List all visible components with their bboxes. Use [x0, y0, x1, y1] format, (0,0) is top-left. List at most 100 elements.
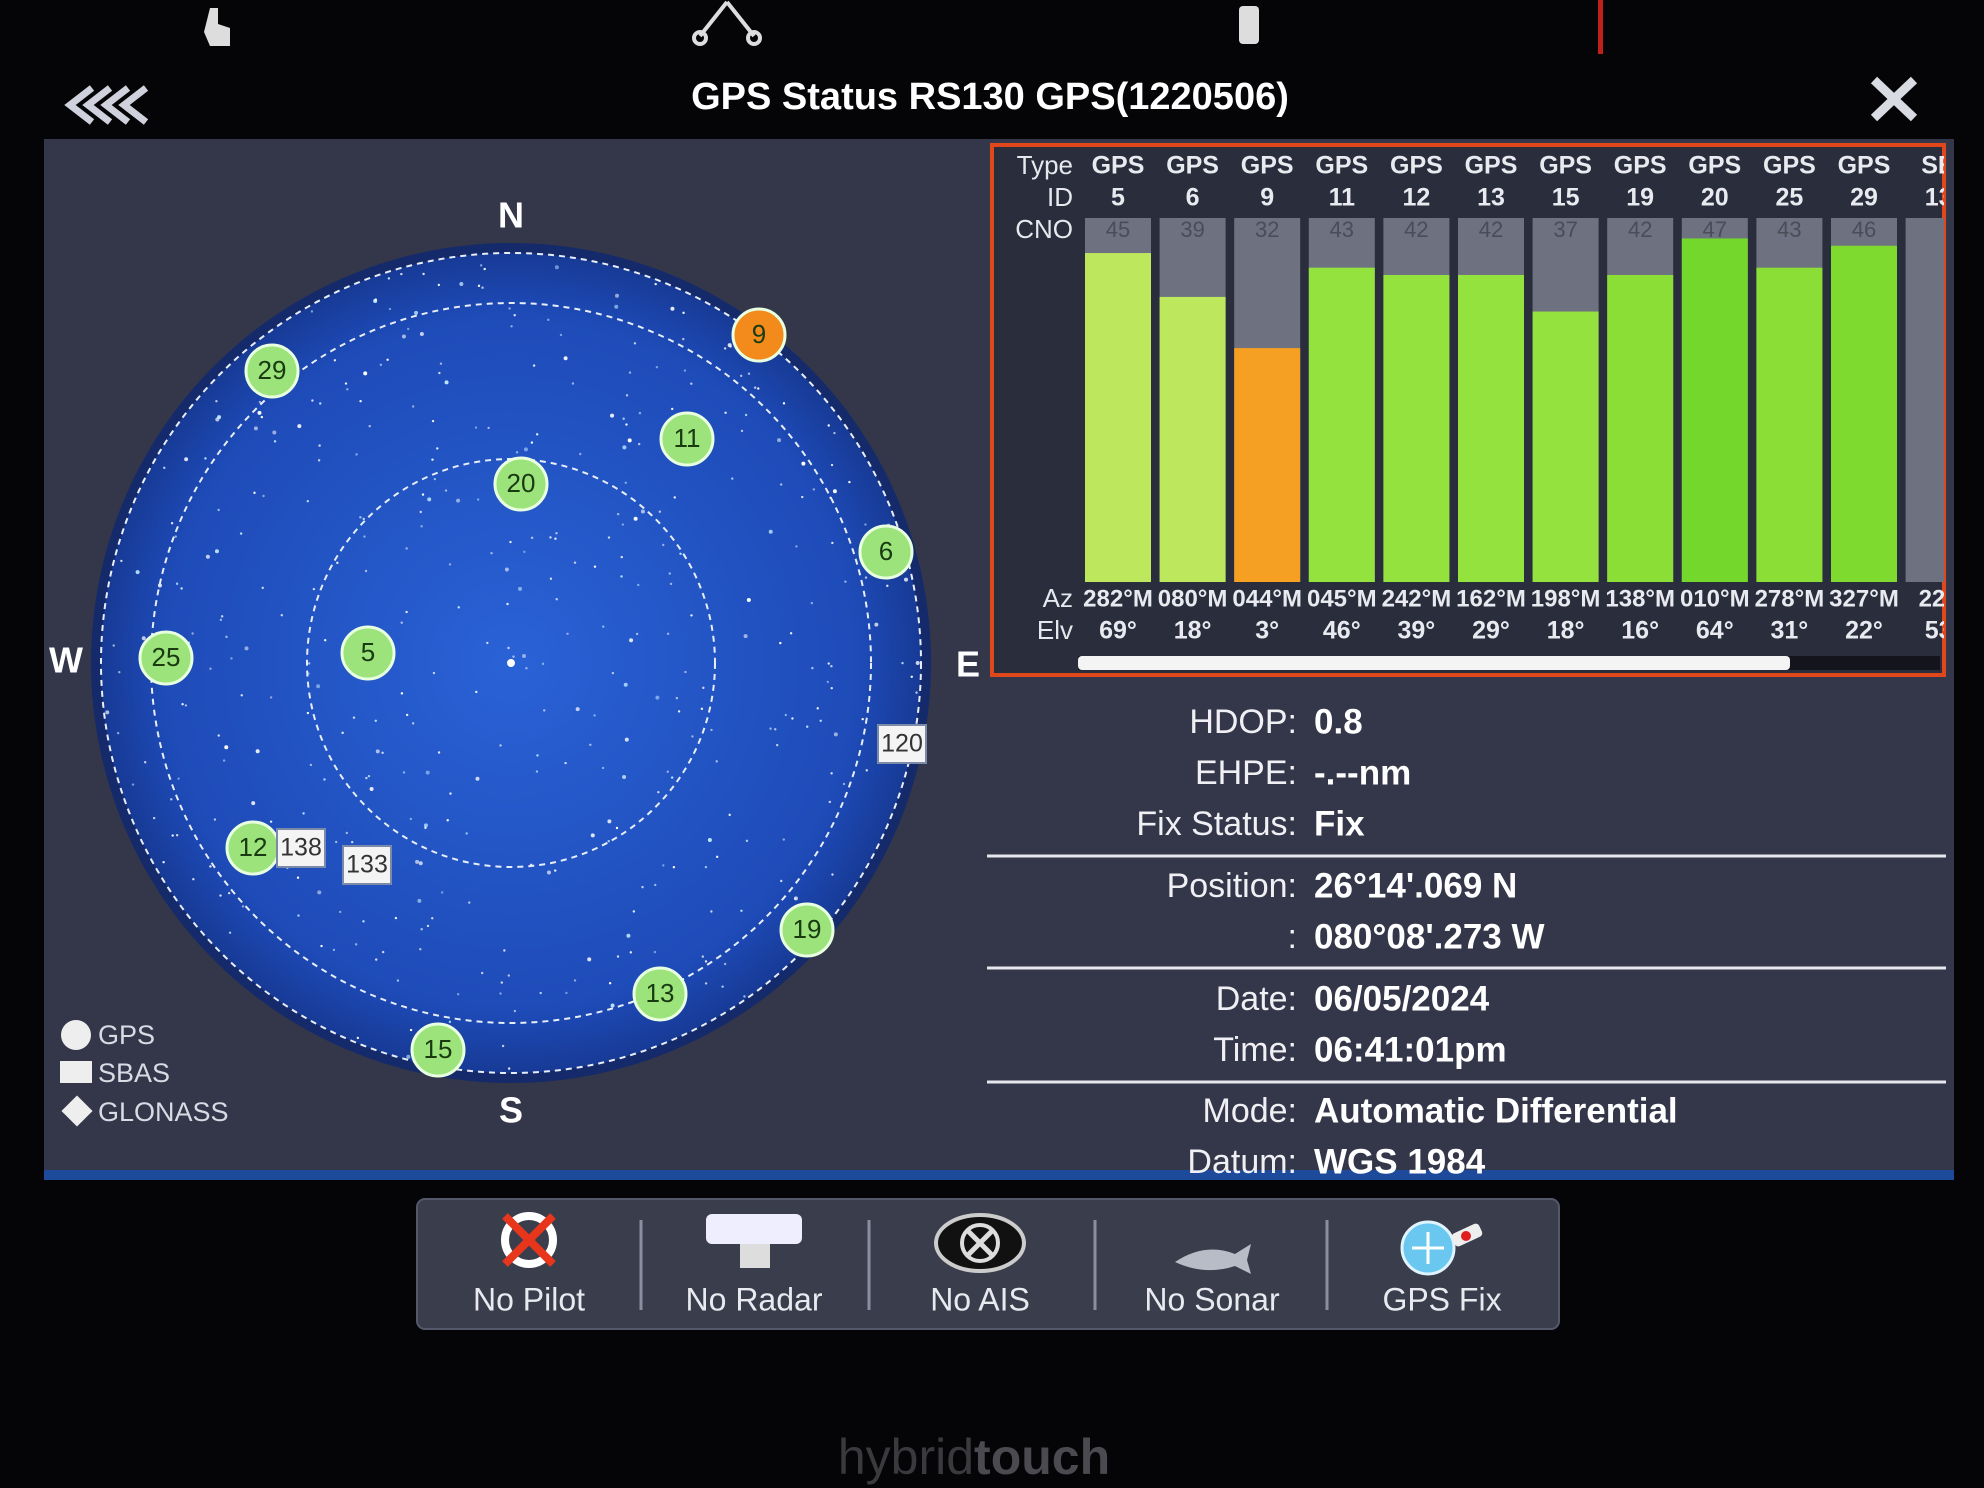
star	[573, 561, 577, 564]
star	[848, 480, 851, 484]
star	[209, 865, 212, 868]
star	[653, 950, 657, 954]
info-value: 06/05/2024	[1314, 979, 1490, 1018]
star	[620, 575, 623, 578]
star	[700, 707, 704, 711]
sbas-marker[interactable]	[877, 724, 927, 764]
button-label[interactable]: No AIS	[930, 1281, 1030, 1317]
star	[499, 992, 502, 995]
star	[400, 621, 403, 624]
star	[359, 399, 362, 403]
satellite[interactable]	[138, 630, 194, 686]
star	[565, 991, 568, 995]
star	[795, 545, 798, 548]
star	[915, 691, 918, 694]
button-label[interactable]: No Pilot	[473, 1281, 585, 1317]
info-label: Mode:	[1203, 1092, 1298, 1130]
scrollbar[interactable]	[1078, 656, 1790, 670]
satellite[interactable]	[779, 902, 835, 958]
star	[310, 310, 314, 313]
star	[691, 735, 694, 738]
close-button[interactable]	[1870, 76, 1918, 122]
star	[539, 991, 542, 995]
buttons: No Pilot No Radar No AIS No Sonar GPS Fix	[473, 1281, 1502, 1317]
compass-n: N	[498, 195, 524, 236]
cno-value: 37	[1553, 217, 1577, 242]
sbas-marker[interactable]	[276, 828, 326, 868]
button-label[interactable]: GPS Fix	[1382, 1281, 1501, 1317]
star	[307, 662, 311, 665]
star	[723, 962, 727, 966]
cno-bar	[1234, 348, 1301, 582]
column-elv: 18°	[1547, 617, 1585, 645]
star	[632, 910, 636, 913]
star	[589, 743, 592, 747]
star	[334, 840, 338, 844]
satellite-id: 19	[793, 914, 822, 944]
star	[607, 536, 611, 539]
star	[405, 610, 408, 614]
cno-bar	[1383, 274, 1450, 582]
pilot-icon	[501, 1212, 557, 1268]
star	[554, 265, 559, 270]
star	[615, 826, 619, 830]
satellite[interactable]	[659, 411, 715, 467]
star	[379, 363, 383, 366]
star	[381, 950, 385, 954]
satellite[interactable]	[731, 307, 787, 363]
button-label[interactable]: No Sonar	[1144, 1281, 1280, 1317]
star	[402, 771, 406, 774]
touch-icon	[204, 8, 230, 46]
gps-fix-icon	[1400, 1220, 1483, 1276]
satellite[interactable]	[340, 625, 396, 681]
star	[745, 839, 749, 843]
star	[131, 783, 135, 786]
column-type: GPS	[1688, 152, 1741, 180]
star	[509, 540, 512, 544]
cno-value: 46	[1852, 217, 1876, 242]
satellite[interactable]	[858, 524, 914, 580]
star	[457, 606, 460, 609]
satellite[interactable]	[493, 456, 549, 512]
button-label[interactable]: No Radar	[686, 1281, 823, 1317]
cno-value: 45	[1106, 217, 1130, 242]
star	[317, 459, 321, 462]
satellite[interactable]	[632, 966, 688, 1022]
star	[474, 426, 478, 429]
column-elv: 29°	[1472, 617, 1510, 645]
star	[437, 751, 441, 754]
satellite[interactable]	[410, 1022, 466, 1078]
star	[297, 424, 302, 429]
star	[225, 635, 228, 639]
star	[670, 306, 675, 311]
star	[865, 769, 868, 772]
star	[143, 761, 147, 764]
star	[317, 890, 322, 895]
star	[629, 638, 634, 643]
legend-label: SBAS	[98, 1058, 170, 1088]
star	[673, 496, 676, 499]
satellite[interactable]	[244, 343, 300, 399]
star	[346, 388, 349, 391]
star	[400, 272, 403, 276]
row-label: ID	[1047, 182, 1073, 212]
star	[637, 442, 641, 446]
star	[479, 264, 483, 267]
star	[886, 584, 889, 588]
button-dividers	[639, 1220, 1329, 1310]
ais-icon	[934, 1213, 1026, 1273]
star	[690, 382, 693, 385]
sbas-marker[interactable]	[342, 845, 392, 885]
sbas-id: 120	[881, 730, 923, 758]
star	[782, 402, 786, 405]
star	[593, 714, 596, 717]
back-button[interactable]	[64, 85, 149, 125]
star	[590, 833, 595, 838]
sonar-icon	[1175, 1244, 1251, 1274]
star	[523, 550, 526, 554]
star	[832, 489, 837, 494]
star	[904, 577, 909, 582]
star	[239, 532, 243, 535]
star	[112, 644, 115, 647]
